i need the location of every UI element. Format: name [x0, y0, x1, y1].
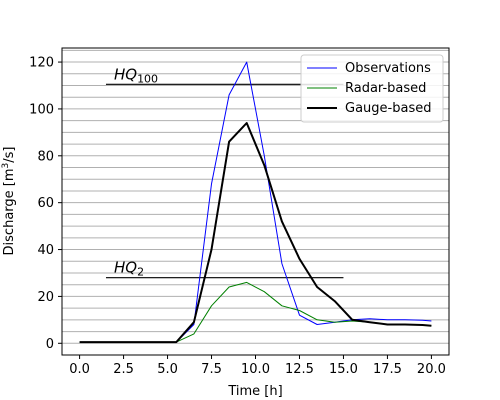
legend-box [300, 54, 444, 123]
legend-label-observations: Observations [345, 61, 431, 76]
series-lines [79, 61, 432, 344]
reference-label-base: HQ [114, 259, 137, 277]
x-tick-label: 12.5 [285, 362, 314, 377]
reference-label-hq100: HQ100 [114, 65, 158, 85]
legend: Observations Radar-based Gauge-based [300, 54, 444, 123]
x-tick-label: 7.5 [201, 362, 222, 377]
x-tick-label: 2.5 [113, 362, 134, 377]
y-tick-label: 120 [29, 56, 54, 71]
y-axis-label-sup: 3 [1, 163, 11, 169]
reference-label-base: HQ [114, 65, 137, 83]
x-axis-label: Time [h] [227, 384, 282, 399]
reference-label-subscript: 2 [137, 266, 144, 279]
y-tick-label: 0 [46, 337, 54, 352]
y-axis-label: Discharge [m3/s] [1, 147, 17, 256]
reference-label-hq2: HQ2 [114, 259, 144, 279]
x-tick-label: 17.5 [373, 362, 402, 377]
x-tick-label: 15.0 [329, 362, 358, 377]
x-tick-label: 0.0 [69, 362, 90, 377]
legend-label-radar-based: Radar-based [345, 81, 426, 96]
y-tick-label: 60 [37, 196, 54, 211]
legend-label-gauge-based: Gauge-based [345, 101, 431, 116]
y-tick-label: 80 [37, 149, 54, 164]
axis-ticks: 0.0 2.5 5.0 7.5 10.0 12.5 15.0 17.5 20.0 0 20 40 60 8… [29, 56, 446, 377]
y-tick-label: 100 [29, 102, 54, 117]
y-tick-label: 40 [37, 243, 54, 258]
x-tick-label: 5.0 [157, 362, 178, 377]
reference-label-subscript: 100 [137, 72, 158, 85]
y-tick-label: 20 [37, 290, 54, 305]
series-line-gauge-based [79, 122, 432, 344]
y-axis-label-end: /s] [2, 147, 17, 163]
y-axis-label-main: Discharge [m [2, 168, 17, 255]
x-tick-label: 20.0 [417, 362, 446, 377]
x-tick-label: 10.0 [241, 362, 270, 377]
